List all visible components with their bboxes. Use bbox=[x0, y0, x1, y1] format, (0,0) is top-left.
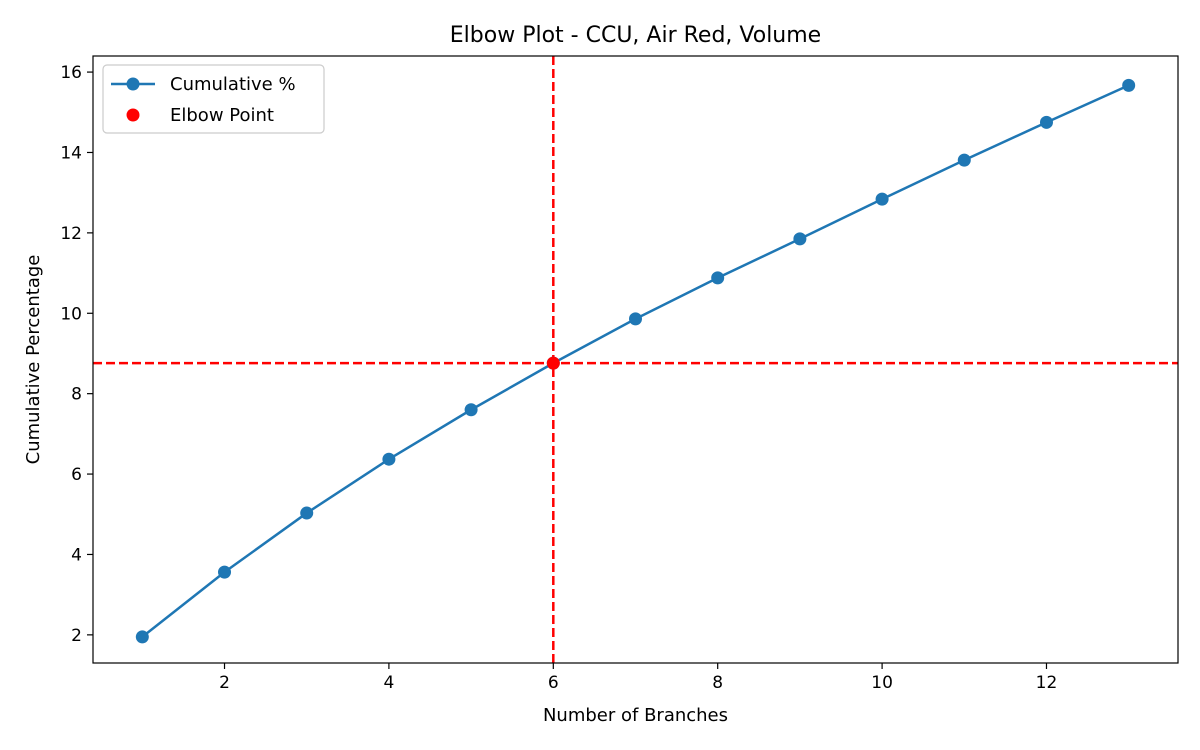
chart-title: Elbow Plot - CCU, Air Red, Volume bbox=[450, 23, 821, 48]
legend-elbow-marker bbox=[126, 108, 140, 122]
y-tick-label: 4 bbox=[71, 545, 82, 565]
x-tick-label: 2 bbox=[219, 673, 230, 693]
data-point bbox=[1039, 115, 1053, 129]
elbow-point-marker bbox=[546, 356, 560, 370]
plot-area bbox=[93, 56, 1178, 663]
y-tick-label: 6 bbox=[71, 465, 82, 485]
y-tick-label: 10 bbox=[60, 304, 82, 324]
y-axis-label: Cumulative Percentage bbox=[23, 255, 44, 465]
legend-box bbox=[102, 64, 325, 134]
y-tick-label: 2 bbox=[71, 626, 82, 646]
legend-label-elbow: Elbow Point bbox=[170, 105, 274, 126]
y-axis-ticks: 2 4 6 8 10 12 14 16 bbox=[60, 63, 93, 646]
data-point bbox=[218, 565, 232, 579]
y-tick-label: 16 bbox=[60, 63, 82, 83]
y-tick-label: 14 bbox=[60, 143, 82, 163]
x-tick-label: 10 bbox=[871, 673, 893, 693]
y-tick-label: 8 bbox=[71, 385, 82, 405]
data-point bbox=[711, 271, 725, 285]
data-point bbox=[300, 506, 314, 520]
data-point bbox=[875, 192, 889, 206]
legend-label-cumulative: Cumulative % bbox=[170, 74, 296, 95]
legend-line-marker bbox=[126, 77, 140, 91]
y-tick-label: 12 bbox=[60, 224, 82, 244]
plot-frame bbox=[92, 55, 1179, 664]
data-point bbox=[1122, 78, 1136, 92]
x-tick-label: 4 bbox=[383, 673, 394, 693]
data-point bbox=[382, 452, 396, 466]
x-axis-label: Number of Branches bbox=[543, 705, 728, 726]
x-tick-label: 6 bbox=[548, 673, 559, 693]
data-point bbox=[629, 312, 642, 326]
legend: Cumulative % Elbow Point bbox=[102, 64, 325, 134]
x-tick-label: 12 bbox=[1036, 673, 1058, 693]
x-axis-ticks: 2 4 6 8 10 12 bbox=[219, 663, 1057, 693]
data-point bbox=[793, 232, 807, 246]
plot-layer bbox=[93, 56, 1178, 663]
data-point bbox=[135, 630, 149, 644]
x-tick-label: 8 bbox=[712, 673, 723, 693]
data-point bbox=[464, 403, 478, 417]
data-point bbox=[957, 153, 971, 167]
